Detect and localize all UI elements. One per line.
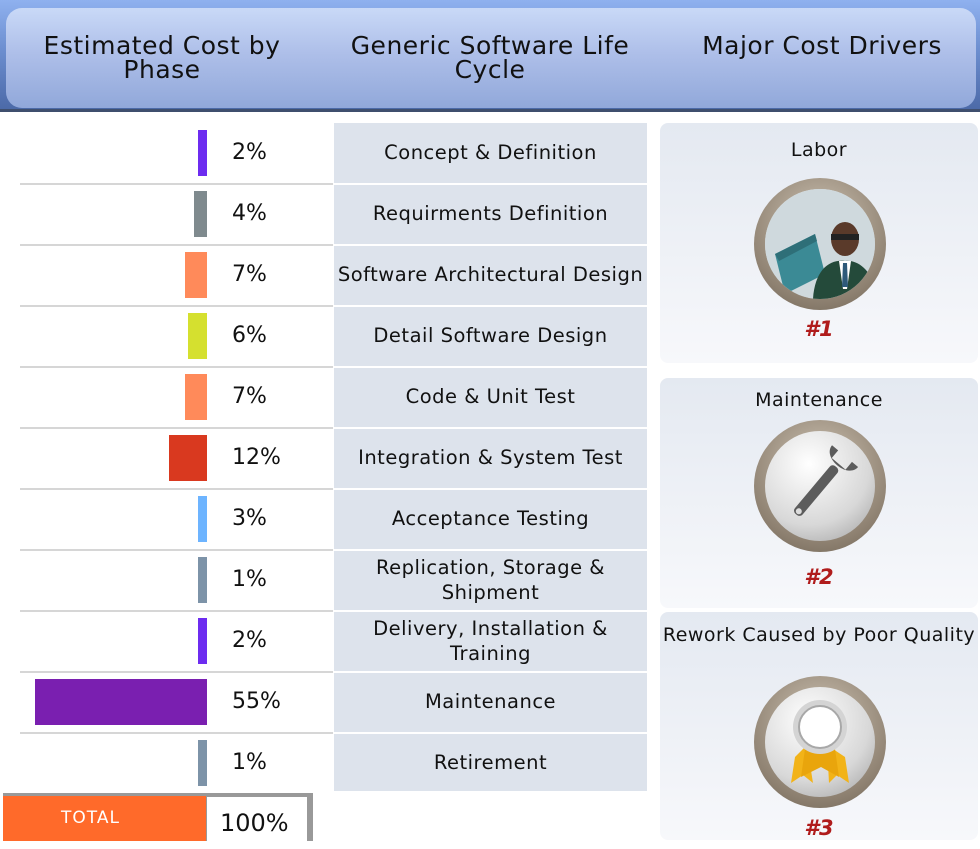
- cost-percent-label: 1%: [232, 566, 267, 592]
- person-at-computer-icon: [754, 178, 886, 310]
- row-divider: [20, 610, 333, 612]
- life-cycle-phase: Delivery, Installation & Training: [373, 616, 608, 665]
- driver-rank-labor: #1: [804, 317, 834, 341]
- row-divider: [20, 305, 333, 307]
- cost-bar: [198, 617, 207, 664]
- cost-percent-label: 2%: [232, 627, 267, 653]
- phase-divider: [334, 549, 647, 551]
- phase-divider: [334, 183, 647, 185]
- wrench-icon: [754, 420, 886, 552]
- cost-bar: [185, 373, 207, 420]
- life-cycle-phase: Replication, Storage & Shipment: [375, 555, 605, 604]
- row-divider: [20, 183, 333, 185]
- cost-percent-label: 7%: [232, 383, 267, 409]
- row-divider: [20, 427, 333, 429]
- life-cycle-phase: Retirement: [433, 751, 548, 774]
- cost-percent-label: 6%: [232, 322, 267, 348]
- row-divider: [20, 488, 333, 490]
- total-value: 100%: [207, 797, 307, 841]
- life-cycle-phase: Maintenance: [424, 690, 557, 713]
- driver-rank-rework: #3: [804, 816, 834, 840]
- life-cycle-phase: Detail Software Design: [373, 324, 608, 347]
- award-ribbon-icon: [754, 676, 886, 808]
- life-cycle-phase: Acceptance Testing: [391, 507, 590, 530]
- life-cycle-phase: Code & Unit Test: [405, 385, 576, 408]
- row-divider: [20, 671, 333, 673]
- header-cost-drivers: Major Cost Drivers: [702, 31, 942, 60]
- phase-divider: [334, 244, 647, 246]
- driver-rank-maintenance: #2: [804, 565, 834, 589]
- header-bar: Estimated Cost by Phase Generic Software…: [0, 0, 980, 112]
- cost-bar: [198, 739, 207, 786]
- row-divider: [20, 366, 333, 368]
- cost-bar: [188, 312, 207, 359]
- phase-divider: [334, 488, 647, 490]
- life-cycle-phase: Software Architectural Design: [337, 263, 644, 286]
- phase-divider: [334, 427, 647, 429]
- cost-percent-label: 55%: [232, 688, 281, 714]
- header-panel: [6, 8, 976, 108]
- row-divider: [20, 732, 333, 734]
- cost-percent-label: 3%: [232, 505, 267, 531]
- cost-bar: [198, 556, 207, 603]
- driver-title-maintenance: Maintenance: [755, 389, 883, 411]
- cost-percent-label: 7%: [232, 261, 267, 287]
- life-cycle-phase: Concept & Definition: [384, 141, 597, 164]
- row-divider: [20, 549, 333, 551]
- cost-percent-label: 4%: [232, 200, 267, 226]
- header-life-cycle: Generic Software Life Cycle: [350, 31, 630, 84]
- cost-bar: [35, 678, 207, 725]
- driver-title-rework: Rework Caused by Poor Quality: [662, 624, 976, 646]
- phase-divider: [334, 610, 647, 612]
- cost-bar: [197, 495, 207, 542]
- total-label: TOTAL: [3, 796, 206, 841]
- cost-bar: [169, 434, 207, 481]
- cost-percent-label: 1%: [232, 749, 267, 775]
- phase-divider: [334, 305, 647, 307]
- phase-divider: [334, 732, 647, 734]
- row-divider: [20, 244, 333, 246]
- life-cycle-phase: Integration & System Test: [358, 446, 623, 469]
- header-estimated-cost: Estimated Cost by Phase: [43, 31, 281, 84]
- cost-percent-label: 12%: [232, 444, 281, 470]
- life-cycle-phase: Requirments Definition: [372, 202, 609, 225]
- phase-divider: [334, 366, 647, 368]
- phase-divider: [334, 671, 647, 673]
- life-cycle-column: [334, 123, 647, 791]
- driver-title-labor: Labor: [790, 139, 848, 161]
- cost-bar: [194, 190, 207, 237]
- cost-bar: [185, 251, 207, 298]
- cost-bar: [198, 129, 207, 176]
- cost-percent-label: 2%: [232, 139, 267, 165]
